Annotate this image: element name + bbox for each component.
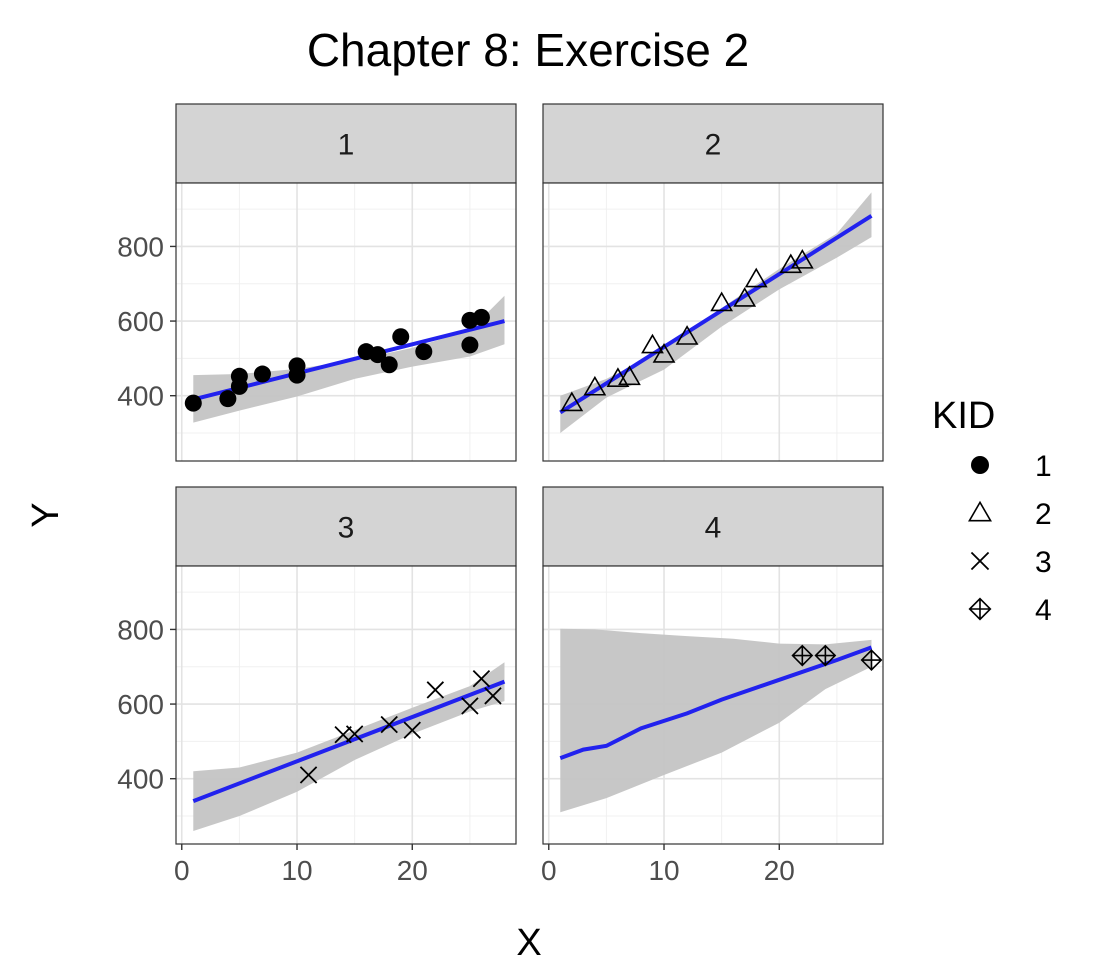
data-point — [560, 391, 584, 412]
panel-strip-4 — [542, 486, 884, 567]
panel-background-1 — [176, 183, 516, 461]
panel-border-2 — [542, 182, 884, 462]
legend: KID 1 2 3 4 — [932, 395, 1052, 627]
confidence-band-3 — [193, 662, 505, 831]
data-point — [380, 356, 398, 374]
y-tick-label: 800 — [117, 231, 164, 262]
y-axis-title: Y — [25, 502, 67, 527]
confidence-band-1 — [193, 295, 505, 423]
chart-title: Chapter 8: Exercise 2 — [307, 24, 749, 76]
data-point — [675, 325, 699, 345]
data-point — [641, 333, 664, 354]
legend-key — [970, 551, 990, 571]
legend-entry-3: 3 — [970, 546, 1052, 579]
data-point — [415, 343, 433, 361]
x-tick-label: 10 — [648, 855, 679, 886]
data-point — [814, 644, 837, 667]
legend-entry-4: 4 — [968, 594, 1052, 627]
data-point — [380, 715, 398, 734]
panel-strip-label-3: 3 — [338, 512, 355, 545]
legend-label: 2 — [1035, 498, 1052, 531]
axes: 400 600 800 400 600 800 0 10 20 0 10 20 — [117, 231, 795, 886]
x-tick-label: 20 — [764, 855, 795, 886]
legend-key — [971, 456, 989, 474]
data-point — [392, 328, 410, 346]
x-tick-label: 10 — [281, 855, 312, 886]
panel-strip-2 — [542, 103, 884, 184]
panel-strip-label-4: 4 — [705, 512, 722, 545]
data-point — [583, 375, 607, 396]
y-tick-label: 400 — [117, 381, 164, 412]
panel-2: 2 — [542, 103, 884, 462]
data-point — [230, 367, 248, 385]
x-tick-label: 20 — [397, 855, 428, 886]
data-point — [299, 766, 318, 784]
legend-key — [968, 597, 992, 621]
legend-label: 4 — [1035, 594, 1052, 627]
panel-border-4 — [542, 565, 884, 845]
data-point — [744, 267, 768, 288]
panel-strip-3 — [175, 486, 517, 567]
data-point — [618, 365, 641, 386]
data-point — [219, 390, 237, 408]
y-tick-label: 600 — [117, 306, 164, 337]
data-point — [184, 394, 202, 412]
x-axis-title: X — [516, 922, 541, 964]
panel-border-1 — [175, 182, 517, 462]
facet-panels: 1 2 3 4 — [175, 103, 884, 845]
data-point — [426, 681, 445, 699]
x-tick-label: 0 — [541, 855, 557, 886]
legend-entry-1: 1 — [971, 450, 1052, 483]
panel-1: 1 — [175, 103, 517, 462]
data-point — [253, 365, 271, 383]
y-tick-label: 800 — [117, 614, 164, 645]
legend-label: 1 — [1035, 450, 1052, 483]
y-tick-label: 400 — [117, 764, 164, 795]
data-point — [710, 291, 734, 312]
data-point — [779, 253, 803, 274]
data-point — [733, 287, 757, 307]
data-point — [791, 644, 814, 667]
panel-strip-label-1: 1 — [338, 129, 355, 162]
data-point — [461, 697, 479, 715]
data-point — [652, 343, 676, 363]
data-point — [461, 336, 479, 354]
panel-strip-label-2: 2 — [705, 129, 722, 162]
data-point — [860, 649, 883, 671]
data-point — [790, 249, 814, 269]
legend-label: 3 — [1035, 546, 1052, 579]
data-point — [345, 725, 364, 743]
legend-key — [968, 500, 992, 522]
data-point — [403, 721, 421, 739]
y-tick-label: 600 — [117, 689, 164, 720]
data-point — [484, 687, 502, 705]
panel-border-3 — [175, 565, 517, 845]
fit-line-4 — [559, 645, 873, 761]
panel-strip-1 — [175, 103, 517, 184]
legend-title: KID — [932, 395, 995, 437]
data-point — [288, 357, 306, 375]
panel-3: 3 — [175, 486, 517, 845]
data-point — [472, 308, 490, 326]
data-point — [369, 346, 387, 364]
panel-4: 4 — [542, 486, 884, 845]
legend-entry-2: 2 — [968, 498, 1052, 531]
x-tick-label: 0 — [174, 855, 190, 886]
data-point — [472, 669, 491, 688]
